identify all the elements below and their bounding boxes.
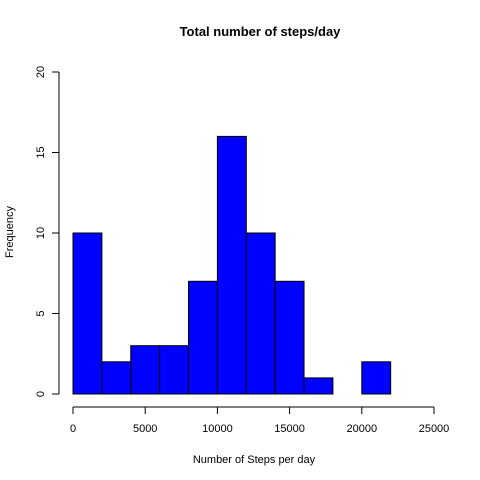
x-axis: 0 5000 10000 15000 20000 25000 — [70, 406, 450, 435]
histogram-bar — [101, 361, 132, 395]
y-tick-label: 5 — [35, 310, 47, 316]
histogram-bar — [245, 232, 276, 395]
x-tick-label: 20000 — [347, 423, 378, 435]
x-tick-label: 0 — [70, 423, 76, 435]
y-tick-label: 20 — [35, 66, 47, 78]
x-tick-label: 5000 — [133, 423, 157, 435]
histogram-bar — [130, 345, 161, 395]
histogram-bar — [188, 280, 218, 395]
x-tick-label: 15000 — [274, 423, 305, 435]
histogram-bar — [361, 361, 392, 395]
x-tick-label: 10000 — [202, 423, 233, 435]
y-axis: 0 5 10 15 20 — [35, 66, 60, 397]
bars-group — [72, 135, 392, 395]
y-tick-label: 0 — [35, 391, 47, 397]
y-tick-label: 15 — [35, 146, 47, 158]
x-tick-label: 25000 — [419, 423, 450, 435]
histogram-bar — [216, 135, 247, 395]
histogram-bar — [274, 280, 305, 395]
y-axis-label: Frequency — [4, 206, 16, 258]
y-tick-label: 10 — [35, 227, 47, 239]
histogram-bar — [159, 345, 190, 395]
histogram-bar — [303, 377, 334, 395]
histogram-bar — [72, 232, 103, 395]
x-axis-label: Number of Steps per day — [193, 454, 316, 466]
chart-title: Total number of steps/day — [180, 24, 342, 39]
